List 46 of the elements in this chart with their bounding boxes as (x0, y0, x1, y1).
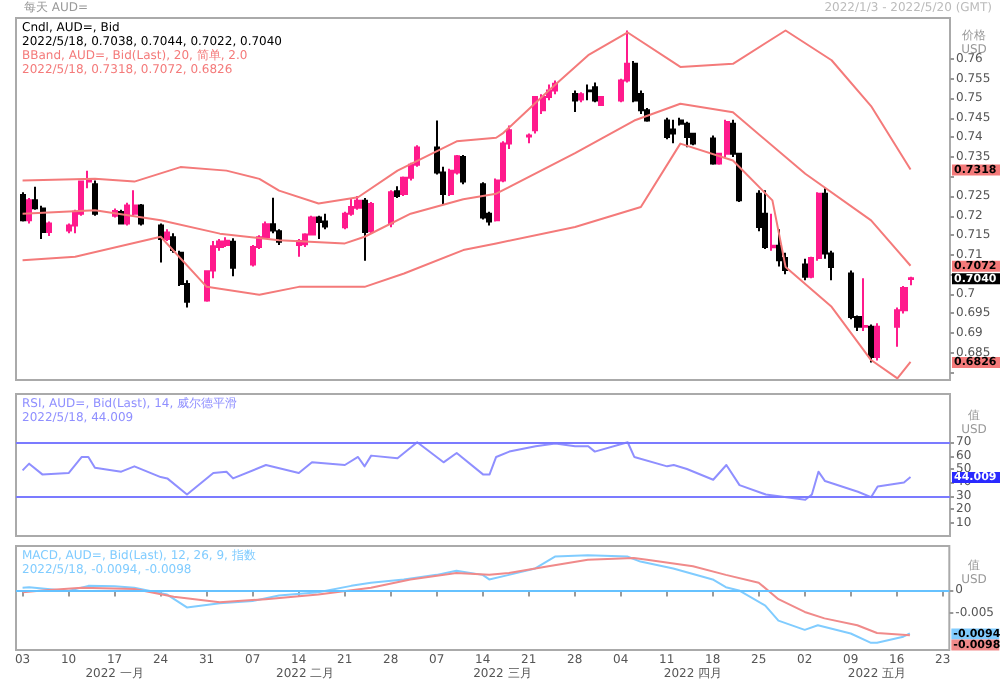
line-series (21, 441, 912, 501)
candlestick (908, 275, 914, 287)
candlestick (480, 181, 486, 221)
candlestick (388, 189, 394, 229)
candlestick (710, 134, 716, 166)
candlestick (572, 89, 578, 113)
candlestick (230, 237, 236, 278)
candlestick (724, 118, 730, 158)
candlestick (26, 197, 32, 225)
candlestick (170, 232, 176, 254)
candlestick (770, 212, 776, 252)
candlestick (164, 228, 170, 243)
candlestick (368, 200, 374, 235)
candlestick (92, 179, 98, 217)
candlestick (762, 189, 768, 250)
candlestick (874, 322, 880, 362)
candlestick (868, 323, 874, 364)
candlestick (670, 118, 676, 145)
candlestick (578, 91, 584, 104)
candlestick (354, 195, 362, 211)
candlestick (586, 83, 592, 102)
candlestick (664, 116, 670, 141)
candlestick (316, 214, 322, 241)
candlestick (20, 191, 26, 223)
candlestick (262, 220, 270, 241)
candlestick (250, 243, 256, 268)
line-series (21, 102, 912, 267)
candlestick (158, 222, 164, 264)
candlestick (598, 95, 604, 108)
candlestick (592, 81, 598, 104)
candlestick (296, 238, 302, 258)
candlestick (132, 189, 138, 217)
line-series (21, 142, 912, 380)
candlestick (224, 236, 230, 248)
candlestick (862, 277, 868, 333)
candlestick (802, 257, 808, 282)
candlestick (394, 185, 400, 200)
line-series (21, 29, 912, 205)
candlestick (526, 132, 532, 145)
candlestick (322, 212, 328, 231)
candlestick (684, 120, 690, 149)
candlestick (362, 197, 368, 262)
candlestick (532, 95, 538, 135)
candlestick (46, 220, 52, 237)
candlestick (776, 228, 782, 268)
candlestick (460, 153, 466, 186)
